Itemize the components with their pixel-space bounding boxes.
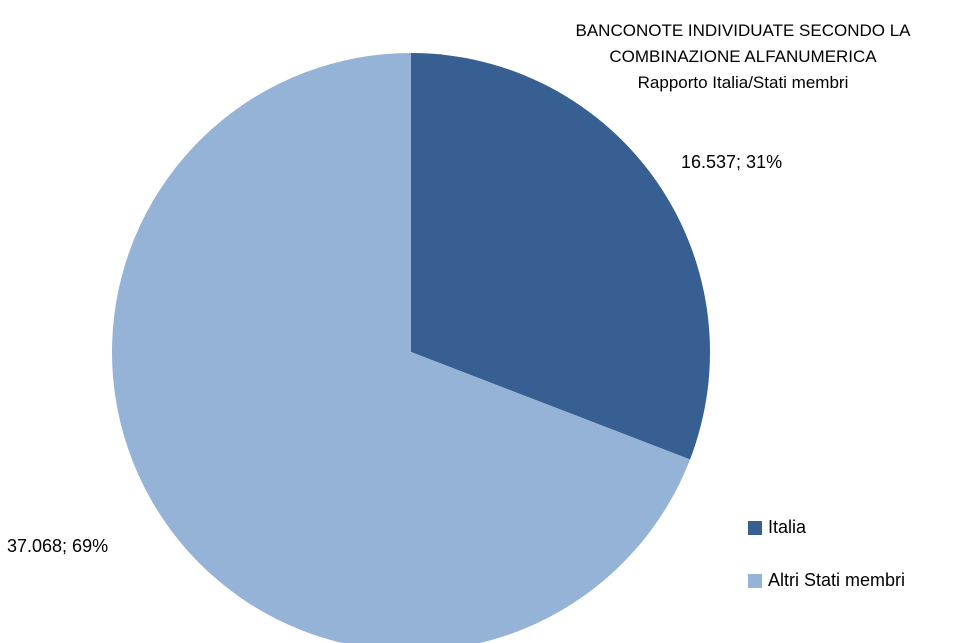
legend-swatch-italia [748,520,762,535]
data-label-italia: 16.537; 31% [681,152,783,172]
legend-item-italia: Italia [748,514,905,541]
chart-title-line-2: COMBINAZIONE ALFANUMERICA [609,47,877,66]
legend-label-italia: Italia [768,517,807,537]
chart-title-line-1: BANCONOTE INDIVIDUATE SECONDO LA [575,21,911,40]
data-label-altri-stati-membri: 37.068; 69% [7,536,109,556]
legend-label-altri-stati-membri: Altri Stati membri [768,570,906,590]
legend-swatch-altri-stati-membri [748,573,762,588]
chart-subtitle: Rapporto Italia/Stati membri [637,73,849,92]
pie-slice-italia [411,53,710,460]
chart-title: BANCONOTE INDIVIDUATE SECONDO LA COMBINA… [528,18,958,96]
pie-slice-altri-stati-membri [112,53,691,643]
legend: Italia Altri Stati membri [748,514,905,620]
legend-item-altri-stati-membri: Altri Stati membri [748,567,905,594]
